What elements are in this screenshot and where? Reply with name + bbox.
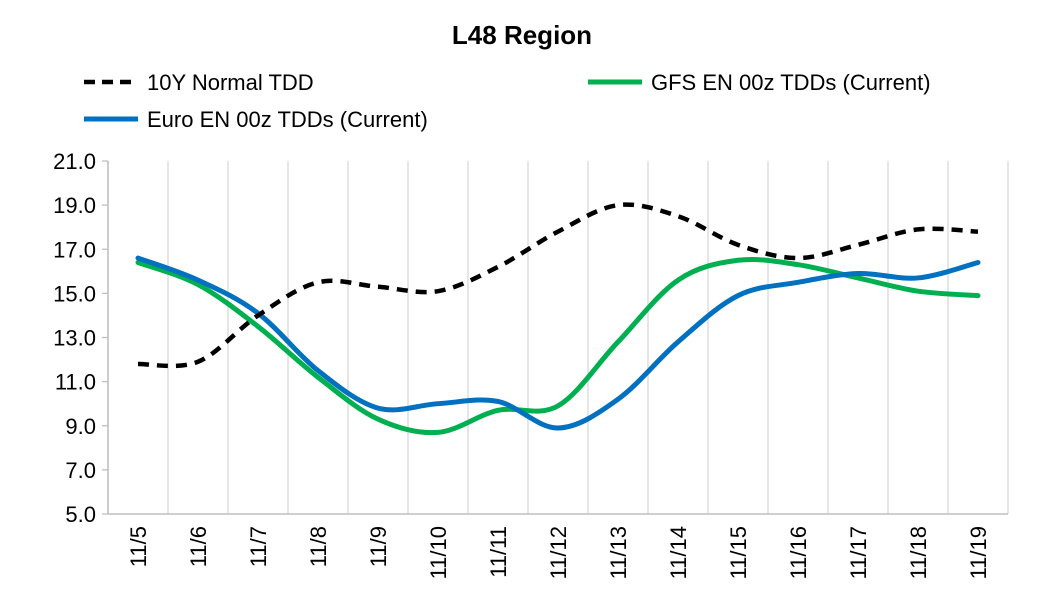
- y-tick-label: 5.0: [65, 502, 96, 527]
- x-tick-label: 11/9: [366, 526, 391, 567]
- y-tick-label: 19.0: [53, 193, 96, 218]
- x-tick-label: 11/12: [546, 526, 571, 579]
- y-tick-label: 9.0: [65, 414, 96, 439]
- x-tick-label: 11/10: [426, 526, 451, 579]
- x-tick-label: 11/19: [966, 526, 991, 579]
- y-tick-label: 17.0: [53, 237, 96, 262]
- legend-label-euro: Euro EN 00z TDDs (Current): [147, 107, 428, 132]
- x-tick-label: 11/16: [786, 526, 811, 579]
- legend: 10Y Normal TDD GFS EN 00z TDDs (Current)…: [84, 70, 931, 132]
- x-tick-label: 11/18: [906, 526, 931, 579]
- x-tick-label: 11/13: [606, 526, 631, 579]
- y-tick-label: 7.0: [65, 458, 96, 483]
- x-tick-label: 11/17: [846, 526, 871, 579]
- y-tick-label: 11.0: [55, 370, 96, 395]
- x-tick-label: 11/15: [726, 526, 751, 579]
- x-tick-label: 11/5: [126, 526, 151, 567]
- grid: [107, 161, 1009, 514]
- y-tick-label: 13.0: [53, 326, 96, 351]
- x-tick-label: 11/6: [186, 526, 211, 567]
- series-line-euro: [135, 255, 981, 431]
- x-tick-label: 11/11: [486, 526, 511, 578]
- x-tick-label: 11/8: [306, 526, 331, 567]
- x-axis-ticks: 11/5 11/6 11/7 11/8 11/9 11/10 11/11 11/12 11/13…: [126, 526, 991, 579]
- series-line-gfs: [135, 256, 981, 436]
- x-tick-label: 11/7: [246, 526, 271, 567]
- legend-label-normal: 10Y Normal TDD: [147, 70, 314, 95]
- y-tick-label: 21.0: [53, 149, 96, 174]
- y-tick-label: 15.0: [53, 281, 96, 306]
- series-lines: [135, 202, 981, 436]
- y-axis-ticks: 5.0 7.0 9.0 11.0 13.0 15.0 17.0 19.0 21.0: [53, 149, 108, 527]
- axes: [107, 161, 1008, 515]
- series-line-normal: [137, 202, 979, 369]
- x-tick-label: 11/14: [666, 526, 691, 579]
- legend-label-gfs: GFS EN 00z TDDs (Current): [651, 70, 931, 95]
- chart-title: L48 Region: [452, 20, 592, 50]
